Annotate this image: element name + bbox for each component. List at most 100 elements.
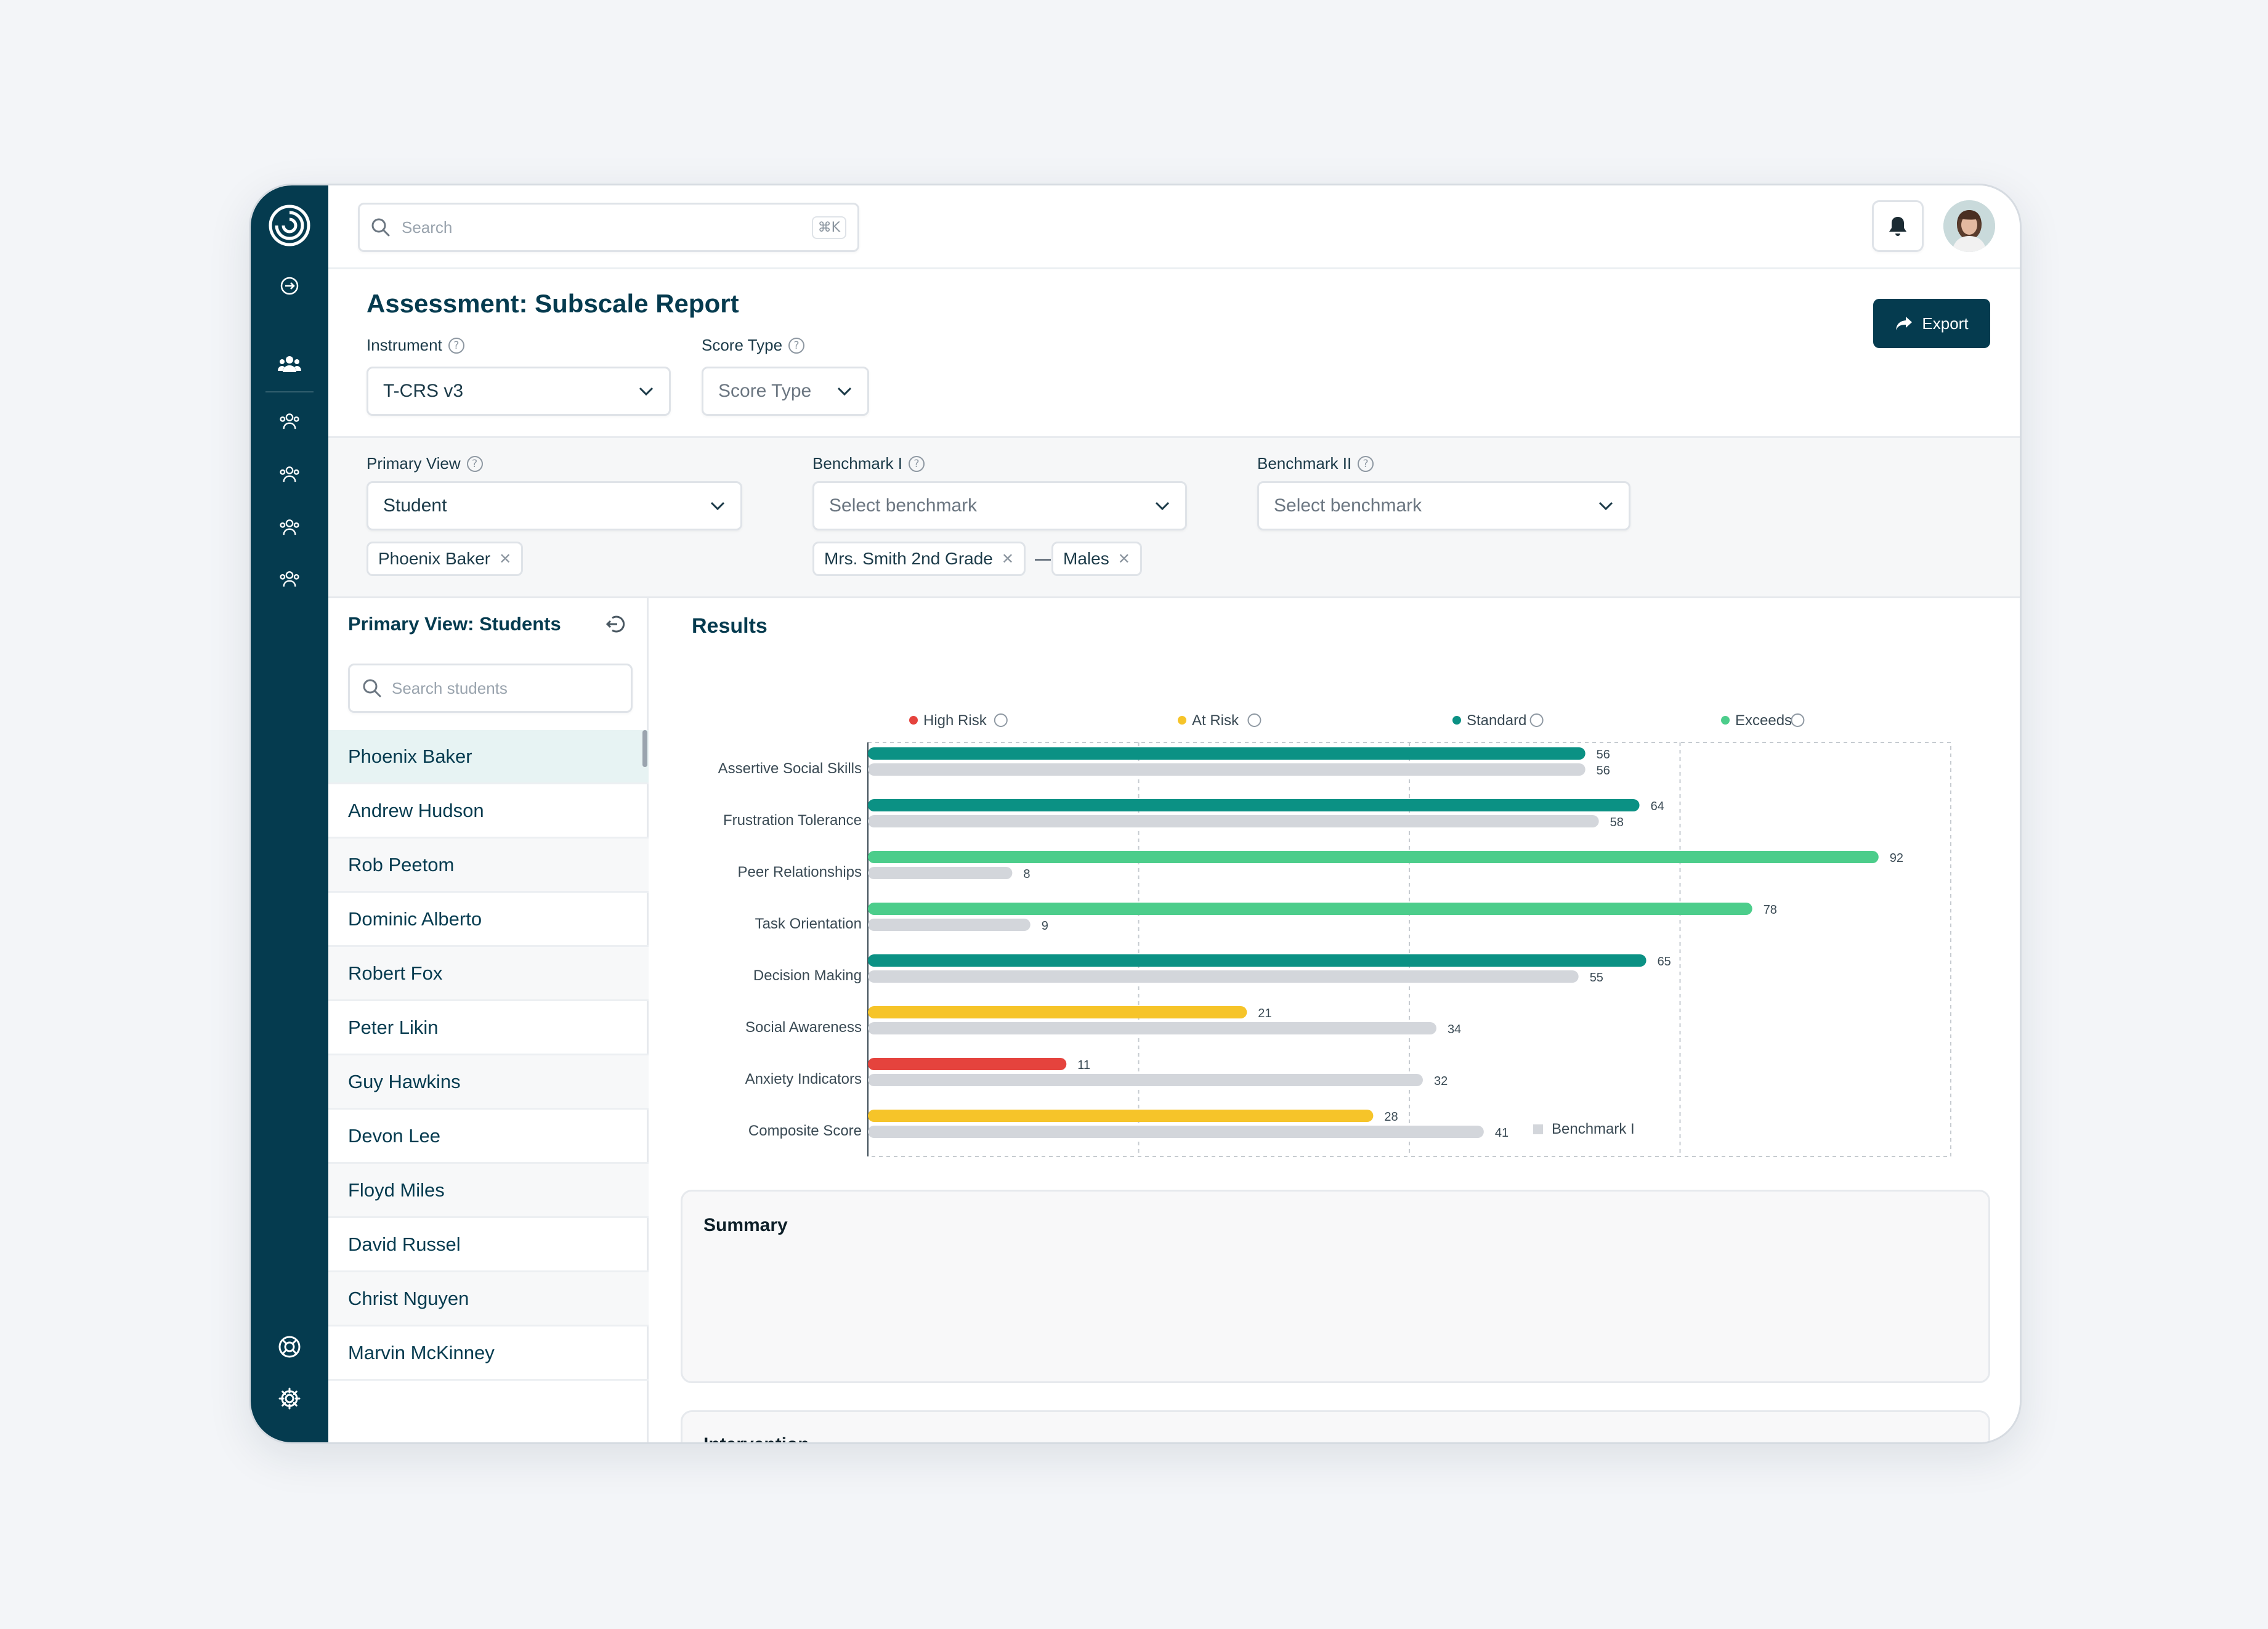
student-name: Devon Lee bbox=[348, 1124, 440, 1147]
students-panel: Primary View: Students Search students P… bbox=[328, 598, 649, 1442]
student-row[interactable]: Peter Likin bbox=[328, 1001, 649, 1055]
users-icon[interactable] bbox=[268, 453, 311, 496]
student-row[interactable]: David Russel bbox=[328, 1218, 649, 1272]
help-icon[interactable]: ? bbox=[448, 337, 464, 354]
chevron-down-icon bbox=[639, 387, 654, 396]
chevron-down-icon bbox=[1598, 502, 1613, 511]
search-input[interactable]: Search ⌘K bbox=[358, 203, 859, 252]
student-bar bbox=[868, 954, 1646, 967]
student-row[interactable]: Andrew Hudson bbox=[328, 784, 649, 839]
chevron-down-icon bbox=[710, 502, 725, 511]
category-label: Assertive Social Skills bbox=[718, 760, 862, 777]
intervention-title: Intervention bbox=[703, 1434, 809, 1442]
export-label: Export bbox=[1922, 314, 1969, 333]
score-type-label-text: Score Type bbox=[702, 336, 783, 354]
shortcut-hint: ⌘K bbox=[811, 216, 846, 239]
benchmark-chip[interactable]: Mrs. Smith 2nd Grade ✕ bbox=[812, 542, 1026, 576]
chevron-down-icon bbox=[837, 387, 852, 396]
benchmark-1-select[interactable]: Select benchmark bbox=[812, 481, 1187, 530]
benchmark-chip[interactable]: Males ✕ bbox=[1051, 542, 1142, 576]
benchmark-bar bbox=[868, 1126, 1484, 1138]
student-row[interactable]: Guy Hawkins bbox=[328, 1055, 649, 1110]
primary-view-select[interactable]: Student bbox=[367, 481, 742, 530]
gear-icon[interactable] bbox=[268, 1377, 311, 1420]
student-row[interactable]: Rob Peetom bbox=[328, 839, 649, 893]
student-row[interactable]: Marvin McKinney bbox=[328, 1326, 649, 1381]
chevron-down-icon bbox=[1155, 502, 1170, 511]
close-icon[interactable]: ✕ bbox=[1001, 550, 1014, 567]
users-icon[interactable] bbox=[268, 400, 311, 443]
benchmark-1-label-text: Benchmark I bbox=[812, 454, 902, 473]
student-row[interactable]: Floyd Miles bbox=[328, 1164, 649, 1218]
student-bar bbox=[868, 747, 1586, 760]
student-value-label: 56 bbox=[1597, 748, 1610, 762]
sidebar bbox=[251, 185, 328, 1442]
notifications-button[interactable] bbox=[1872, 200, 1924, 252]
student-row[interactable]: Phoenix Baker bbox=[328, 730, 649, 784]
scrollbar[interactable] bbox=[642, 730, 647, 767]
users-icon[interactable] bbox=[268, 558, 311, 601]
benchmark-bar bbox=[868, 1074, 1423, 1086]
instrument-select[interactable]: T-CRS v3 bbox=[367, 367, 671, 416]
help-icon[interactable]: ? bbox=[788, 337, 805, 354]
student-row[interactable]: Robert Fox bbox=[328, 947, 649, 1001]
legend-marker bbox=[1721, 716, 1730, 725]
legend-marker bbox=[1178, 716, 1186, 725]
student-row[interactable]: Dominic Alberto bbox=[328, 893, 649, 947]
category-label: Composite Score bbox=[748, 1123, 862, 1139]
student-list: Phoenix Baker Andrew Hudson Rob Peetom Domi… bbox=[328, 730, 649, 1381]
student-name: Peter Likin bbox=[348, 1016, 439, 1038]
help-icon[interactable]: ? bbox=[1358, 455, 1374, 472]
student-search-input[interactable]: Search students bbox=[348, 664, 633, 713]
close-icon[interactable]: ✕ bbox=[499, 550, 512, 567]
help-icon bbox=[1529, 713, 1544, 727]
collapse-panel-icon[interactable] bbox=[604, 612, 628, 636]
student-bar bbox=[868, 903, 1752, 915]
users-icon[interactable] bbox=[268, 506, 311, 549]
student-name: David Russel bbox=[348, 1233, 461, 1255]
student-value-label: 92 bbox=[1890, 851, 1903, 865]
users-icon[interactable] bbox=[268, 343, 311, 386]
students-panel-title: Primary View: Students bbox=[348, 613, 561, 635]
student-name: Christ Nguyen bbox=[348, 1287, 469, 1309]
category-label: Frustration Tolerance bbox=[723, 812, 862, 829]
help-icon[interactable]: ? bbox=[908, 455, 925, 472]
benchmark-bar bbox=[868, 867, 1013, 879]
summary-card: Summary bbox=[681, 1190, 1990, 1383]
help-icon[interactable]: ? bbox=[466, 455, 483, 472]
category-label: Peer Relationships bbox=[738, 864, 862, 880]
student-bar bbox=[868, 1058, 1067, 1070]
student-name: Rob Peetom bbox=[348, 853, 455, 875]
benchmark-1-label: Benchmark I ? bbox=[812, 454, 925, 473]
logo-icon[interactable] bbox=[268, 204, 311, 247]
primary-view-label-text: Primary View bbox=[367, 454, 461, 473]
search-placeholder: Search bbox=[402, 217, 453, 237]
logout-icon[interactable] bbox=[268, 264, 311, 307]
student-value-label: 11 bbox=[1077, 1058, 1090, 1072]
export-button[interactable]: Export bbox=[1873, 299, 1990, 348]
benchmark-2-label: Benchmark II ? bbox=[1257, 454, 1374, 473]
benchmark-value-label: 9 bbox=[1042, 919, 1048, 933]
benchmark-2-select[interactable]: Select benchmark bbox=[1257, 481, 1630, 530]
legend-label: High Risk bbox=[923, 712, 987, 729]
benchmark-value-label: 32 bbox=[1434, 1074, 1448, 1088]
student-row[interactable]: Christ Nguyen bbox=[328, 1272, 649, 1326]
student-name: Dominic Alberto bbox=[348, 908, 482, 930]
student-bar bbox=[868, 851, 1879, 863]
benchmark-bar bbox=[868, 1022, 1436, 1034]
score-type-select[interactable]: Score Type bbox=[702, 367, 869, 416]
sidebar-divider bbox=[265, 391, 314, 392]
student-row[interactable]: Devon Lee bbox=[328, 1110, 649, 1164]
category-label: Decision Making bbox=[753, 967, 862, 984]
help-icon[interactable] bbox=[268, 1325, 311, 1368]
student-value-label: 65 bbox=[1658, 955, 1671, 969]
student-value-label: 21 bbox=[1258, 1007, 1271, 1020]
avatar[interactable] bbox=[1943, 200, 1995, 252]
benchmark-value-label: 55 bbox=[1590, 971, 1603, 985]
help-icon bbox=[1247, 713, 1262, 727]
close-icon[interactable]: ✕ bbox=[1117, 550, 1130, 567]
score-type-label: Score Type ? bbox=[702, 336, 805, 355]
primary-view-chip[interactable]: Phoenix Baker ✕ bbox=[367, 542, 524, 576]
benchmark-bar bbox=[868, 763, 1586, 776]
student-bar bbox=[868, 1110, 1374, 1122]
